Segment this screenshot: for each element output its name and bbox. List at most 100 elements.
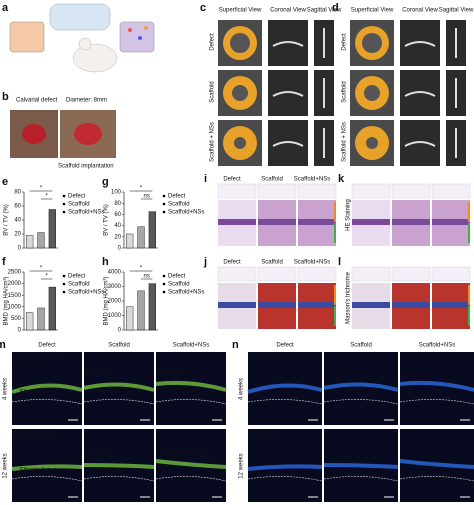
tissue — [247, 383, 323, 394]
legend-label: Scaffold+NSs — [168, 210, 204, 216]
legend-dot — [162, 202, 166, 206]
outline — [83, 399, 155, 405]
legend-label: Scaffold+NSs — [168, 290, 204, 296]
stain-label: NGFR/ — [30, 432, 49, 438]
thumbnail — [351, 183, 391, 199]
thumbnail — [431, 183, 471, 199]
label: Scaffold implantation — [58, 164, 114, 170]
column-label: Superficial View — [219, 8, 262, 14]
marker — [468, 223, 470, 243]
defect — [364, 85, 380, 101]
column-label: Coronal View — [402, 8, 438, 14]
bar — [126, 306, 134, 331]
y-tick-label: 20 — [114, 234, 121, 240]
tissue — [323, 463, 399, 469]
outline — [83, 476, 155, 482]
stain-label: OCN — [46, 432, 59, 438]
row-label: Scaffold + NSs — [210, 122, 216, 162]
column-label: Defect — [223, 260, 241, 266]
panel-letter: b — [2, 91, 9, 103]
outline — [247, 476, 323, 482]
bar — [148, 211, 156, 249]
significance: ns — [143, 194, 149, 200]
band — [432, 302, 470, 308]
bar — [26, 312, 34, 331]
bar — [137, 226, 145, 249]
stain-label: Masson's trichrome — [346, 271, 352, 323]
y-tick-label: 0 — [18, 328, 22, 334]
tissue — [83, 463, 155, 469]
outline — [399, 399, 474, 405]
annotation: Fibrotic tissue — [20, 390, 58, 396]
legend-dot — [62, 210, 66, 214]
annotation: Periosteum — [84, 370, 114, 376]
tissue — [11, 383, 83, 394]
panel-letter: f — [2, 256, 6, 268]
bar — [37, 307, 45, 331]
legend-dot — [62, 282, 66, 286]
column-label: Sagittal View — [439, 8, 474, 14]
legend-dot — [62, 290, 66, 294]
significance: * — [140, 266, 143, 272]
stain-label: DAPI/ — [14, 355, 30, 361]
y-axis-label: BMD (mg HA/cm³) — [104, 277, 110, 326]
y-tick-label: 2000 — [8, 281, 22, 287]
legend-label: Defect — [168, 274, 186, 280]
outline — [155, 399, 227, 405]
stain-label: DAPI/ — [250, 432, 266, 438]
annotation: Cortical bone — [90, 468, 126, 474]
legend-dot — [162, 290, 166, 294]
legend-dot — [162, 210, 166, 214]
column-label: Defect — [38, 343, 56, 349]
label: Calvarial defect — [16, 98, 58, 104]
y-tick-label: 2000 — [108, 299, 122, 305]
band — [392, 302, 430, 308]
y-tick-label: 0 — [118, 246, 122, 252]
outline — [247, 399, 323, 405]
significance: * — [140, 186, 143, 192]
bar — [37, 232, 45, 249]
band — [352, 302, 390, 308]
legend-label: Scaffold — [168, 202, 190, 208]
marker — [468, 285, 470, 305]
section — [272, 141, 304, 147]
annotation: Cortical bone — [170, 388, 206, 394]
y-tick-label: 1500 — [8, 293, 22, 299]
legend-label: Scaffold — [168, 282, 190, 288]
column-label: Coronal View — [270, 8, 306, 14]
outline — [399, 476, 474, 482]
thumbnail — [217, 266, 257, 282]
panel-letter: c — [200, 2, 206, 14]
section — [272, 91, 304, 97]
y-tick-label: 0 — [118, 328, 122, 334]
panel-letter: a — [2, 2, 9, 14]
legend-dot — [162, 274, 166, 278]
significance: * — [45, 274, 48, 280]
marker — [468, 306, 470, 326]
marker — [334, 223, 336, 243]
band — [258, 219, 296, 225]
y-tick-label: 40 — [114, 223, 121, 229]
bar — [48, 286, 56, 331]
label: Diameter: 8mm — [66, 98, 107, 104]
panel-letter: j — [203, 256, 207, 268]
outline — [323, 476, 399, 482]
panel-letter: g — [102, 176, 109, 188]
stain-label: OCN — [46, 355, 59, 361]
panel-letter: m — [0, 339, 6, 351]
thumbnail — [257, 183, 297, 199]
column-label: Scaffold — [261, 260, 283, 266]
row-label: Scaffold — [342, 81, 348, 103]
panel-letter: l — [338, 256, 341, 268]
y-axis-label: BMD (mg HA/cm³) — [4, 277, 10, 326]
tissue — [83, 382, 155, 392]
legend-label: Scaffold+NSs — [68, 210, 104, 216]
stain-label: HE Staining — [346, 199, 352, 231]
column-label: Defect — [223, 177, 241, 183]
significance: * — [40, 186, 43, 192]
bar — [137, 290, 145, 331]
schematic — [9, 3, 155, 73]
legend-dot — [62, 202, 66, 206]
annotation: Periosteum — [84, 453, 114, 459]
